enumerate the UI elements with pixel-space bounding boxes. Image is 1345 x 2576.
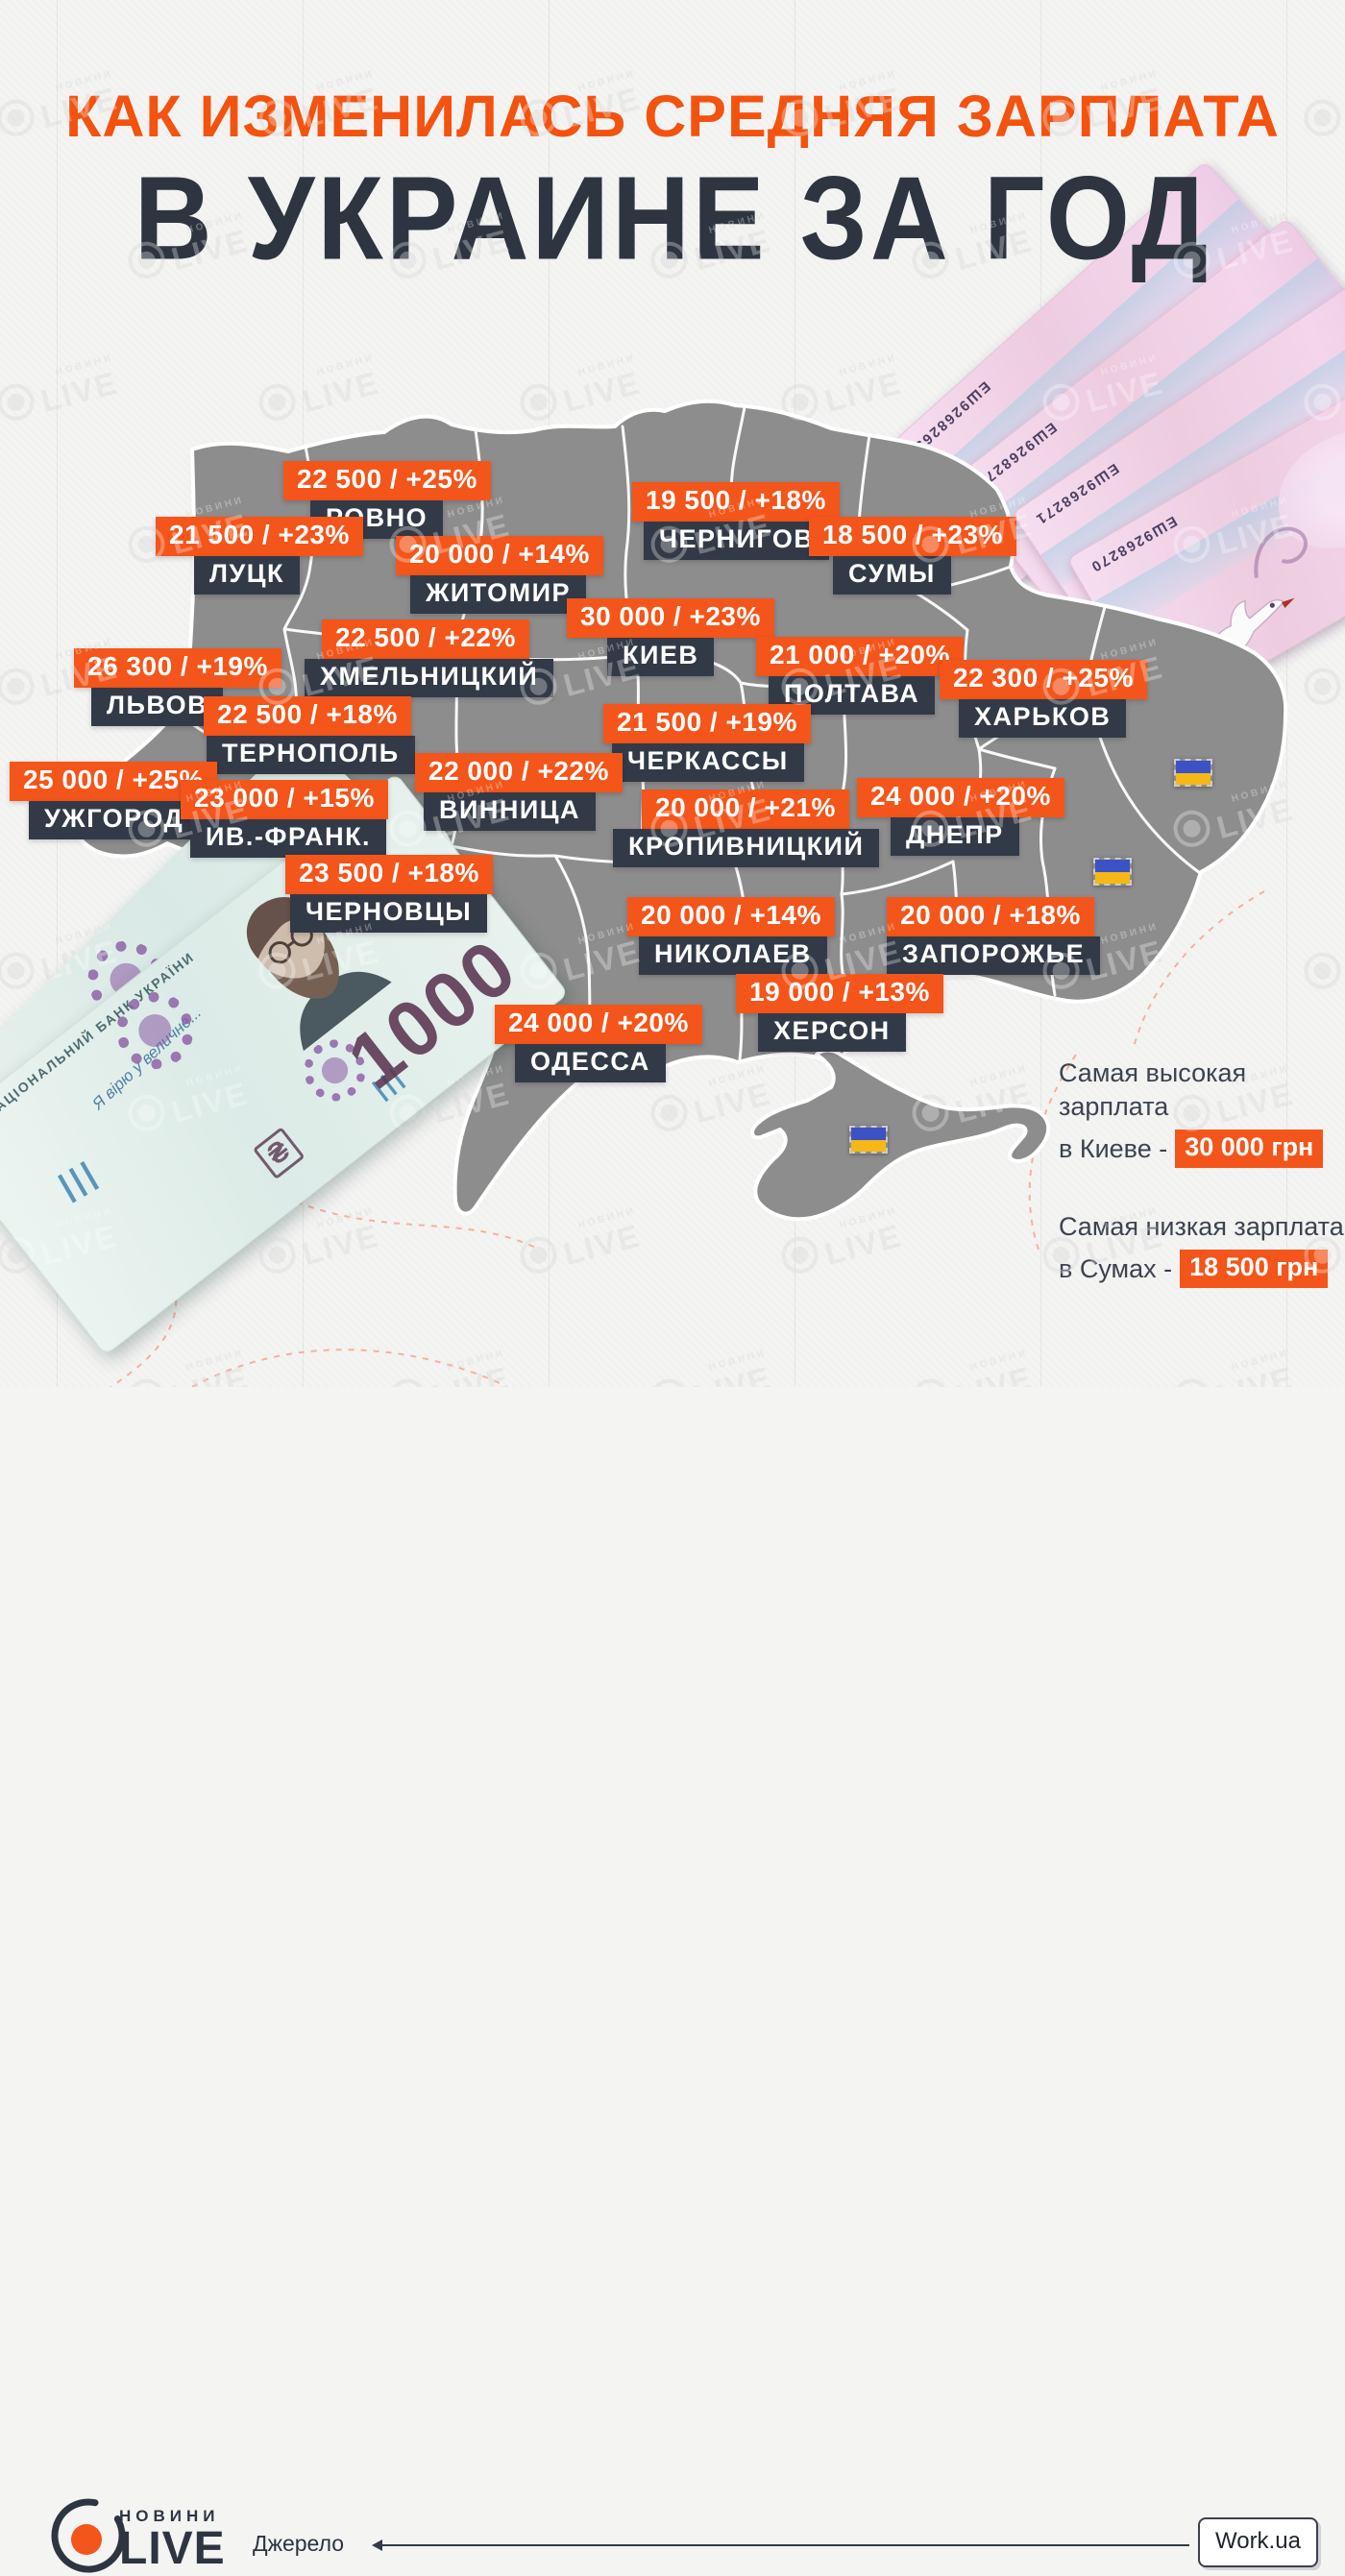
region-label: 22 300 / +25% ХАРЬКОВ: [940, 660, 1147, 738]
region-city-name: НИКОЛАЕВ: [639, 936, 827, 975]
region-label: 18 500 / +23% СУМЫ: [809, 517, 1016, 595]
region-salary-change: 21 500 / +23%: [156, 517, 363, 556]
region-label: 20 000 / +18% ЗАПОРОЖЬЕ: [887, 897, 1101, 975]
region-city-name: ТЕРНОПОЛЬ: [207, 736, 415, 774]
source-label: Джерело: [253, 2531, 345, 2556]
region-salary-change: 23 000 / +15%: [181, 780, 388, 819]
region-label: 23 500 / +18% ЧЕРНОВЦЫ: [285, 855, 493, 933]
region-salary-change: 23 500 / +18%: [285, 855, 493, 894]
highlight-value-chip: 18 500 грн: [1180, 1250, 1329, 1289]
region-city-name: ЖИТОМИР: [410, 575, 587, 614]
ukraine-flag-marker: [1174, 759, 1212, 787]
highlight-value-chip: 30 000 грн: [1175, 1130, 1324, 1169]
region-salary-change: 22 500 / +18%: [204, 696, 411, 736]
region-label: 26 300 / +19% ЛЬВОВ: [74, 648, 281, 726]
region-city-name: ЧЕРНИГОВ: [644, 522, 830, 560]
novyny-live-logo-icon: [51, 2498, 126, 2573]
region-label: 21 000 / +20% ПОЛТАВА: [756, 637, 964, 715]
region-salary-change: 21 000 / +20%: [756, 637, 964, 676]
region-label: 19 000 / +13% ХЕРСОН: [736, 974, 943, 1052]
lowest-salary-note: Самая низкая зарплата в Сумах - 18 500 г…: [1059, 1210, 1345, 1289]
grid-line: [1286, 0, 1287, 1387]
ukraine-flag-marker: [1093, 858, 1132, 886]
region-salary-change: 24 000 / +20%: [495, 1005, 702, 1044]
brand-big: LIVE: [119, 2523, 226, 2574]
highlight-prefix: в Сумах -: [1059, 1253, 1173, 1283]
region-salary-change: 22 500 / +25%: [283, 461, 491, 500]
region-city-name: КИЕВ: [607, 638, 715, 676]
region-city-name: ХЕРСОН: [758, 1013, 906, 1052]
region-label: 20 000 / +21% КРОПИВНИЦКИЙ: [613, 790, 880, 867]
region-label: 23 000 / +15% ИВ.-ФРАНК.: [181, 780, 388, 858]
region-city-name: ЗАПОРОЖЬЕ: [887, 936, 1101, 975]
region-city-name: ЧЕРКАССЫ: [612, 743, 804, 782]
region-label: 22 500 / +22% ХМЕЛЬНИЦКИЙ: [305, 620, 554, 697]
crimea: [750, 1048, 1051, 1222]
region-salary-change: 24 000 / +20%: [857, 778, 1064, 817]
region-label: 22 500 / +18% ТЕРНОПОЛЬ: [204, 696, 415, 774]
region-label: 20 000 / +14% НИКОЛАЕВ: [627, 897, 835, 975]
ukraine-flag-marker: [849, 1126, 888, 1154]
region-city-name: КРОПИВНИЦКИЙ: [613, 829, 880, 867]
title-line-1: КАК ИЗМЕНИЛАСЬ СРЕДНЯЯ ЗАРПЛАТА: [65, 84, 1280, 149]
source-line: [372, 2540, 1189, 2551]
region-salary-change: 21 500 / +19%: [603, 704, 811, 743]
region-salary-change: 19 000 / +13%: [736, 974, 943, 1013]
region-label: 22 500 / +25% РОВНО: [283, 461, 491, 539]
region-salary-change: 20 000 / +14%: [396, 536, 603, 575]
region-city-name: СУМЫ: [833, 556, 951, 595]
region-city-name: ДНЕПР: [891, 817, 1019, 856]
region-city-name: ИВ.-ФРАНК.: [190, 819, 387, 858]
region-city-name: ХАРЬКОВ: [959, 699, 1127, 738]
region-label: 22 000 / +22% ВИННИЦА: [415, 753, 623, 831]
region-label: 19 500 / +18% ЧЕРНИГОВ: [632, 482, 840, 560]
region-city-name: ВИННИЦА: [424, 792, 597, 831]
region-city-name: ХМЕЛЬНИЦКИЙ: [305, 659, 554, 697]
region-city-name: ЛУЦК: [194, 556, 300, 595]
source-link[interactable]: Work.ua: [1198, 2517, 1318, 2567]
region-label: 20 000 / +14% ЖИТОМИР: [396, 536, 603, 614]
region-salary-change: 22 500 / +22%: [322, 620, 529, 659]
footer: НОВИНИ LIVE Джерело Work.ua: [0, 1243, 1345, 2573]
highlight-line: Самая низкая зарплата: [1059, 1212, 1344, 1242]
region-salary-change: 18 500 / +23%: [809, 517, 1016, 556]
region-labels-layer: 22 500 / +25% РОВНО 21 500 / +23% ЛУЦК 20 00…: [10, 461, 1212, 1154]
region-salary-change: 22 000 / +22%: [415, 753, 623, 792]
region-salary-change: 20 000 / +18%: [887, 897, 1094, 936]
region-label: 30 000 / +23% КИЕВ: [567, 598, 774, 676]
region-city-name: ОДЕССА: [515, 1044, 666, 1082]
highlight-line: Самая высокая зарплата: [1059, 1058, 1247, 1122]
region-label: 24 000 / +20% ОДЕССА: [495, 1005, 702, 1082]
region-label: 21 500 / +23% ЛУЦК: [156, 517, 363, 595]
region-city-name: ЛЬВОВ: [91, 688, 224, 726]
region-city-name: УЖГОРОД: [29, 801, 200, 839]
title-line-2: В УКРАИНЕ ЗА ГОД: [134, 152, 1211, 284]
region-salary-change: 30 000 / +23%: [567, 598, 774, 638]
region-label: 24 000 / +20% ДНЕПР: [857, 778, 1064, 856]
highest-salary-note: Самая высокая зарплата в Киеве - 30 000 …: [1059, 1057, 1345, 1169]
region-city-name: ПОЛТАВА: [769, 676, 936, 715]
region-label: 21 500 / +19% ЧЕРКАССЫ: [603, 704, 811, 782]
brand-text: НОВИНИ LIVE: [119, 2508, 226, 2572]
region-city-name: ЧЕРНОВЦЫ: [290, 894, 488, 933]
region-salary-change: 22 300 / +25%: [940, 660, 1147, 699]
region-salary-change: 26 300 / +19%: [74, 648, 281, 688]
region-salary-change: 20 000 / +21%: [642, 790, 849, 829]
grid-line: [57, 0, 58, 1387]
region-salary-change: 20 000 / +14%: [627, 897, 835, 936]
region-salary-change: 19 500 / +18%: [632, 482, 840, 522]
highlight-prefix: в Киеве -: [1059, 1133, 1168, 1163]
salary-highlights: Самая высокая зарплата в Киеве - 30 000 …: [1059, 1057, 1345, 1330]
brand-small: НОВИНИ: [119, 2507, 220, 2525]
